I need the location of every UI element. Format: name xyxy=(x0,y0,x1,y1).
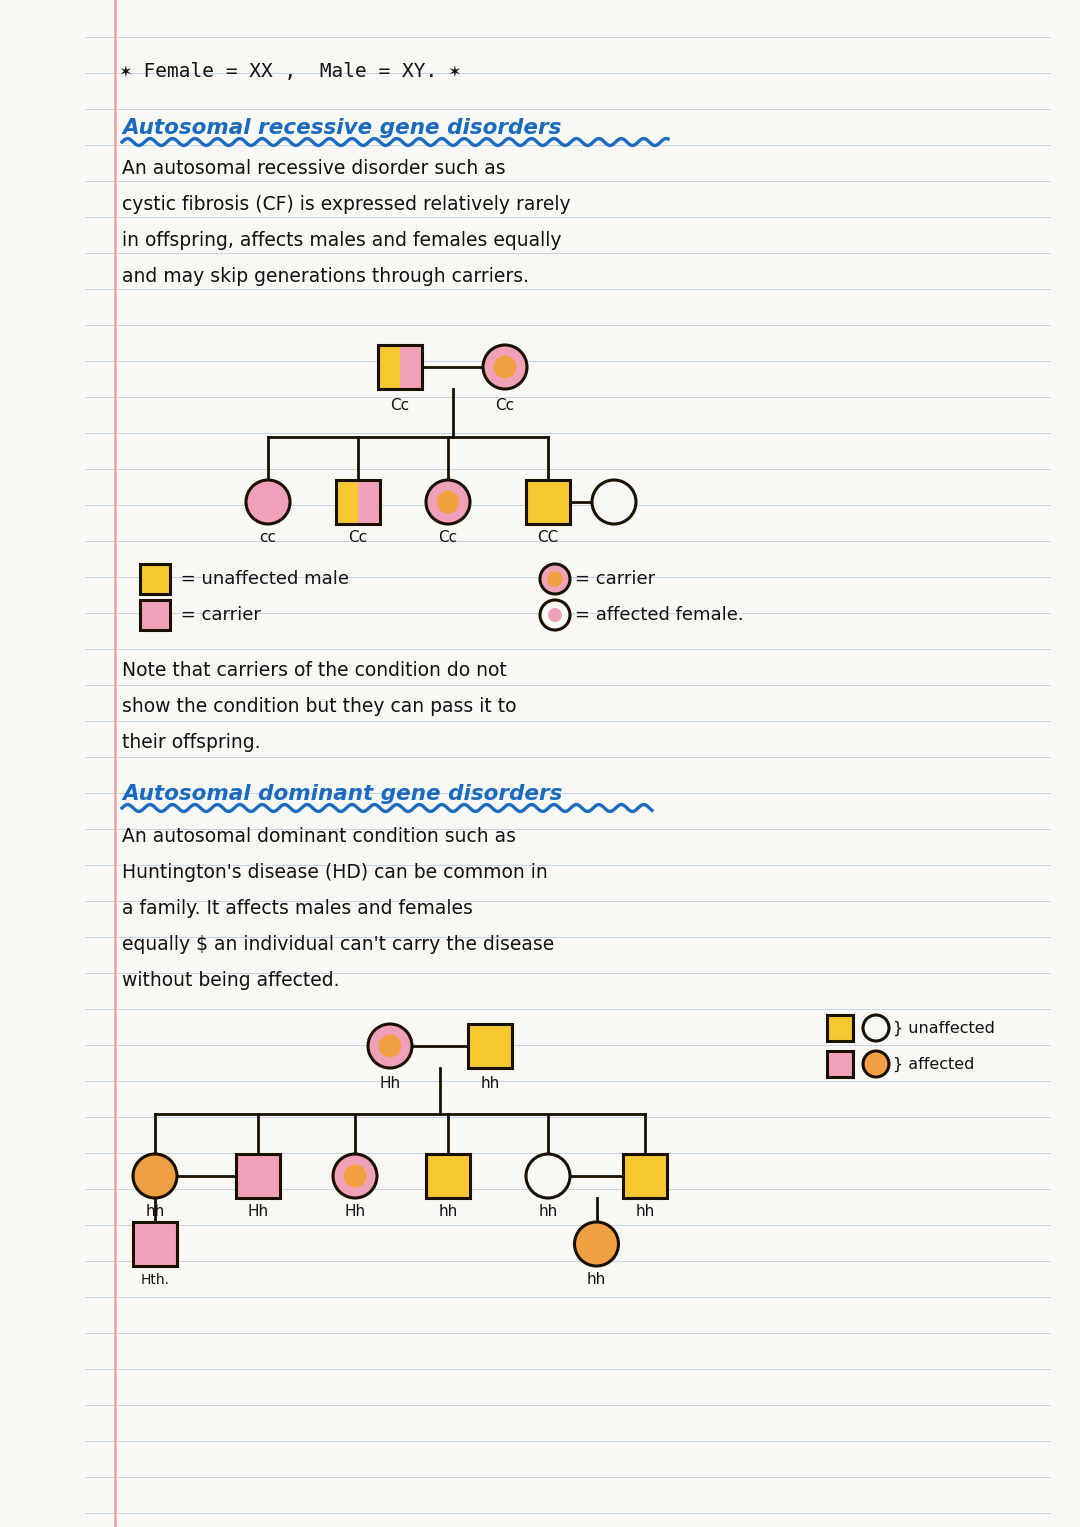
Text: their offspring.: their offspring. xyxy=(122,733,260,751)
Circle shape xyxy=(540,563,570,594)
Text: without being affected.: without being affected. xyxy=(122,971,339,989)
Text: cc: cc xyxy=(259,530,276,545)
Text: and may skip generations through carriers.: and may skip generations through carrier… xyxy=(122,267,529,287)
Circle shape xyxy=(368,1025,411,1067)
Polygon shape xyxy=(827,1051,853,1077)
Text: = carrier: = carrier xyxy=(575,570,656,588)
Polygon shape xyxy=(400,345,422,389)
Circle shape xyxy=(548,571,563,586)
Polygon shape xyxy=(378,345,400,389)
Circle shape xyxy=(540,600,570,631)
Text: = unaffected male: = unaffected male xyxy=(175,570,349,588)
Polygon shape xyxy=(827,1015,853,1041)
Text: Cc: Cc xyxy=(391,397,409,412)
Text: Hth.: Hth. xyxy=(140,1274,170,1287)
Text: hh: hh xyxy=(146,1205,164,1220)
Circle shape xyxy=(483,345,527,389)
Text: Autosomal recessive gene disorders: Autosomal recessive gene disorders xyxy=(122,118,562,137)
Text: Autosomal dominant gene disorders: Autosomal dominant gene disorders xyxy=(122,783,563,805)
Text: An autosomal dominant condition such as: An autosomal dominant condition such as xyxy=(122,826,516,846)
Polygon shape xyxy=(133,1222,177,1266)
Circle shape xyxy=(592,479,636,524)
Text: = carrier: = carrier xyxy=(175,606,261,625)
Text: Cc: Cc xyxy=(496,397,514,412)
Text: Huntington's disease (HD) can be common in: Huntington's disease (HD) can be common … xyxy=(122,863,548,881)
Text: a family. It affects males and females: a family. It affects males and females xyxy=(122,898,473,918)
Text: cystic fibrosis (CF) is expressed relatively rarely: cystic fibrosis (CF) is expressed relati… xyxy=(122,195,570,214)
Text: in offspring, affects males and females equally: in offspring, affects males and females … xyxy=(122,232,562,250)
Polygon shape xyxy=(426,1154,470,1199)
Text: } unaffected: } unaffected xyxy=(893,1020,995,1035)
Polygon shape xyxy=(468,1025,512,1067)
Circle shape xyxy=(575,1222,619,1266)
Circle shape xyxy=(526,1154,570,1199)
Text: Hh: Hh xyxy=(379,1077,401,1092)
Polygon shape xyxy=(140,600,170,631)
Text: Cc: Cc xyxy=(438,530,458,545)
Polygon shape xyxy=(623,1154,667,1199)
Polygon shape xyxy=(237,1154,280,1199)
Polygon shape xyxy=(336,479,357,524)
Text: Cc: Cc xyxy=(349,530,367,545)
Circle shape xyxy=(863,1015,889,1041)
Polygon shape xyxy=(140,563,170,594)
Polygon shape xyxy=(526,479,570,524)
Text: hh: hh xyxy=(481,1077,500,1092)
Circle shape xyxy=(343,1165,366,1188)
Circle shape xyxy=(494,356,516,379)
Circle shape xyxy=(436,490,459,513)
Circle shape xyxy=(133,1154,177,1199)
Text: hh: hh xyxy=(438,1205,458,1220)
Text: Hh: Hh xyxy=(345,1205,365,1220)
Circle shape xyxy=(426,479,470,524)
Text: hh: hh xyxy=(586,1272,606,1287)
Text: CC: CC xyxy=(538,530,558,545)
Circle shape xyxy=(333,1154,377,1199)
Text: = affected female.: = affected female. xyxy=(575,606,744,625)
Text: ✶ Female = XX ,  Male = XY. ✶: ✶ Female = XX , Male = XY. ✶ xyxy=(120,63,461,81)
Text: hh: hh xyxy=(538,1205,557,1220)
Circle shape xyxy=(548,608,562,621)
Circle shape xyxy=(246,479,291,524)
Text: Hh: Hh xyxy=(247,1205,269,1220)
Text: } affected: } affected xyxy=(893,1057,974,1072)
Polygon shape xyxy=(357,479,380,524)
Text: hh: hh xyxy=(635,1205,654,1220)
Text: equally $ an individual can't carry the disease: equally $ an individual can't carry the … xyxy=(122,935,554,953)
Circle shape xyxy=(379,1035,402,1057)
Text: Note that carriers of the condition do not: Note that carriers of the condition do n… xyxy=(122,661,507,680)
Text: show the condition but they can pass it to: show the condition but they can pass it … xyxy=(122,696,516,716)
Circle shape xyxy=(863,1051,889,1077)
Text: An autosomal recessive disorder such as: An autosomal recessive disorder such as xyxy=(122,159,505,179)
